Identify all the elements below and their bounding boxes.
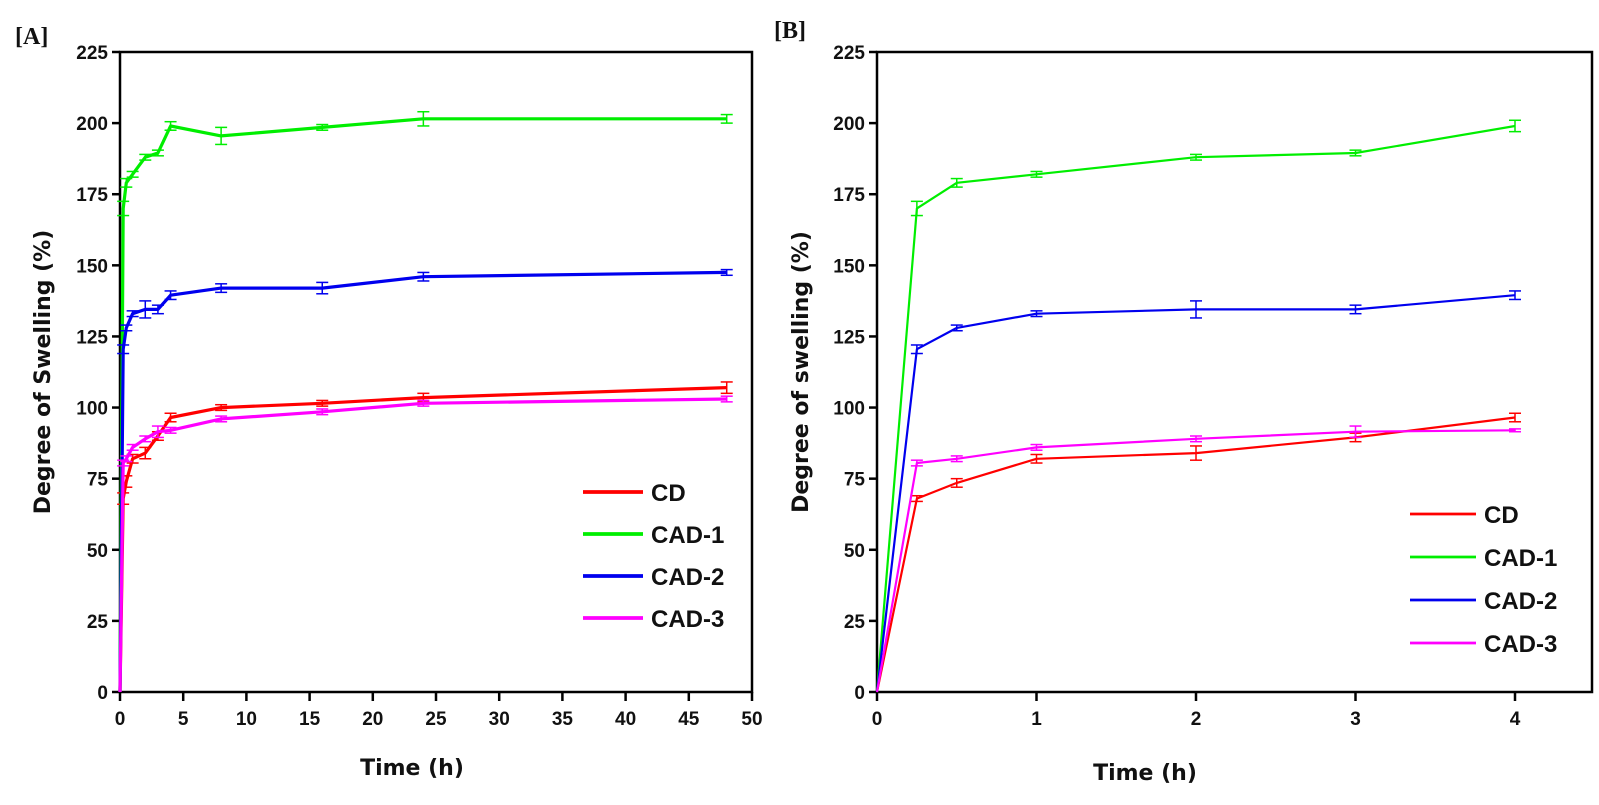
panel-b-y-tick-label: 175 xyxy=(833,185,865,206)
panel-b-legend-label-cad-3: CAD-3 xyxy=(1484,631,1557,658)
panel-a-series-cad-2 xyxy=(117,268,733,693)
panel-b-x-tick-label: 2 xyxy=(1191,709,1202,730)
panel-b-legend-label-cd: CD xyxy=(1484,502,1519,529)
panel-a-x-tick-label: 5 xyxy=(178,709,189,730)
panel-b-line-cad-3 xyxy=(875,429,1516,693)
panel-a-y-tick-label: 200 xyxy=(76,114,108,135)
panel-a-x-tick-label: 35 xyxy=(552,709,574,730)
panel-b-legend-label-cad-1: CAD-1 xyxy=(1484,545,1557,572)
panel-b-legend-label-cad-2: CAD-2 xyxy=(1484,588,1557,615)
panel-a-y-axis-title: Degree of Swelling (%) xyxy=(31,230,56,515)
panel-b-y-tick-label: 100 xyxy=(833,399,865,420)
panel-a-y-tick-label: 125 xyxy=(76,327,108,348)
panel-a-x-tick-label: 25 xyxy=(425,709,447,730)
panel-b-y-tick-label: 50 xyxy=(844,541,865,562)
panel-a-y-tick-label: 225 xyxy=(76,43,108,64)
panel-a-x-axis-title: Time (h) xyxy=(360,756,464,781)
panel-b-series-cad-1 xyxy=(875,119,1521,693)
panel-b-x-tick-label: 1 xyxy=(1031,709,1042,730)
panel-b: [B] 0 25 50 75 100 125 150 175 200 225 0 1 2 3 4 Time … xyxy=(774,18,1594,786)
panel-a-y-tick-label: 75 xyxy=(87,470,109,491)
panel-b-y-tick-label: 150 xyxy=(833,256,865,277)
panel-b-y-tick-label: 225 xyxy=(833,43,865,64)
panel-b-line-cad-1 xyxy=(875,124,1516,693)
panel-b-y-axis-title: Degree of swelling (%) xyxy=(789,231,814,513)
panel-a-plot-frame xyxy=(118,50,754,694)
panel-b-y-tick-label: 125 xyxy=(833,327,865,348)
panel-b-x-tick-label: 0 xyxy=(872,709,883,730)
panel-a-y-tick-label: 150 xyxy=(76,256,108,277)
panel-a-x-tick-label: 0 xyxy=(115,709,126,730)
panel-a-x-tick-label: 30 xyxy=(489,709,510,730)
panel-a-x-tick-label: 45 xyxy=(678,709,700,730)
panel-b-series-cd xyxy=(875,412,1521,693)
panel-a-legend-label-cad-1: CAD-1 xyxy=(651,522,724,549)
panel-a-series-cad-1 xyxy=(117,110,733,693)
panel-a: [A] 0 25 50 75 100 125 150 175 200 225 0 5 10 15 20 25 3… xyxy=(15,24,763,781)
panel-a-legend: CD CAD-1 CAD-2 CAD-3 xyxy=(583,480,724,633)
panel-b-y-tick-label: 200 xyxy=(833,114,865,135)
panel-b-label: [B] xyxy=(774,18,806,44)
panel-b-y-tick-label: 0 xyxy=(854,683,865,704)
panel-a-x-tick-label: 10 xyxy=(236,709,257,730)
panel-a-legend-label-cad-2: CAD-2 xyxy=(651,564,724,591)
panel-a-x-tick-label: 20 xyxy=(362,709,383,730)
panel-a-line-cad-3 xyxy=(118,397,727,693)
panel-b-x-tick-label: 3 xyxy=(1350,709,1361,730)
panel-b-line-cad-2 xyxy=(875,294,1516,693)
panel-a-y-tick-label: 100 xyxy=(76,399,108,420)
panel-a-line-cad-2 xyxy=(118,270,727,693)
panel-b-series xyxy=(875,119,1521,693)
panel-a-x-tick-label: 15 xyxy=(299,709,321,730)
panel-a-legend-label-cad-3: CAD-3 xyxy=(651,606,724,633)
panel-a-legend-label-cd: CD xyxy=(651,480,686,507)
panel-b-y-tick-label: 75 xyxy=(844,470,866,491)
panel-b-plot-frame xyxy=(875,50,1594,694)
panel-b-y-tick-label: 25 xyxy=(844,612,866,633)
panel-b-series-cad-2 xyxy=(875,290,1521,693)
panel-a-ticks: 0 25 50 75 100 125 150 175 200 225 0 5 10 15 20 25 30 35 4… xyxy=(76,43,762,730)
panel-a-x-tick-label: 50 xyxy=(741,709,762,730)
panel-a-y-tick-label: 175 xyxy=(76,185,108,206)
panel-a-line-cd xyxy=(118,386,727,693)
panel-a-x-tick-label: 40 xyxy=(615,709,636,730)
panel-b-ticks: 0 25 50 75 100 125 150 175 200 225 0 1 2 3 4 xyxy=(833,43,1520,730)
panel-a-series-cd xyxy=(117,381,733,693)
panel-b-x-axis-title: Time (h) xyxy=(1093,761,1197,786)
panel-a-label: [A] xyxy=(15,24,48,50)
panel-b-series-cad-3 xyxy=(875,425,1521,693)
panel-a-y-tick-label: 25 xyxy=(87,612,109,633)
panel-a-y-tick-label: 50 xyxy=(87,541,108,562)
panel-a-series-cad-3 xyxy=(117,395,733,693)
panel-a-series xyxy=(117,110,733,693)
panel-a-y-tick-label: 0 xyxy=(97,683,108,704)
panel-b-x-tick-label: 4 xyxy=(1510,709,1521,730)
panel-b-legend: CD CAD-1 CAD-2 CAD-3 xyxy=(1410,502,1557,658)
